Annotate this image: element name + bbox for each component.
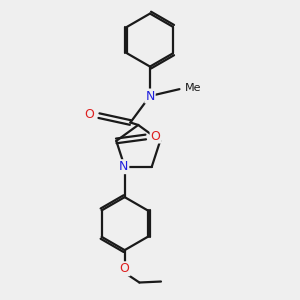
Text: O: O <box>151 130 160 142</box>
Text: O: O <box>84 108 94 121</box>
Text: N: N <box>119 160 128 173</box>
Text: Me: Me <box>185 83 201 93</box>
Text: N: N <box>145 89 155 103</box>
Text: O: O <box>120 262 130 275</box>
